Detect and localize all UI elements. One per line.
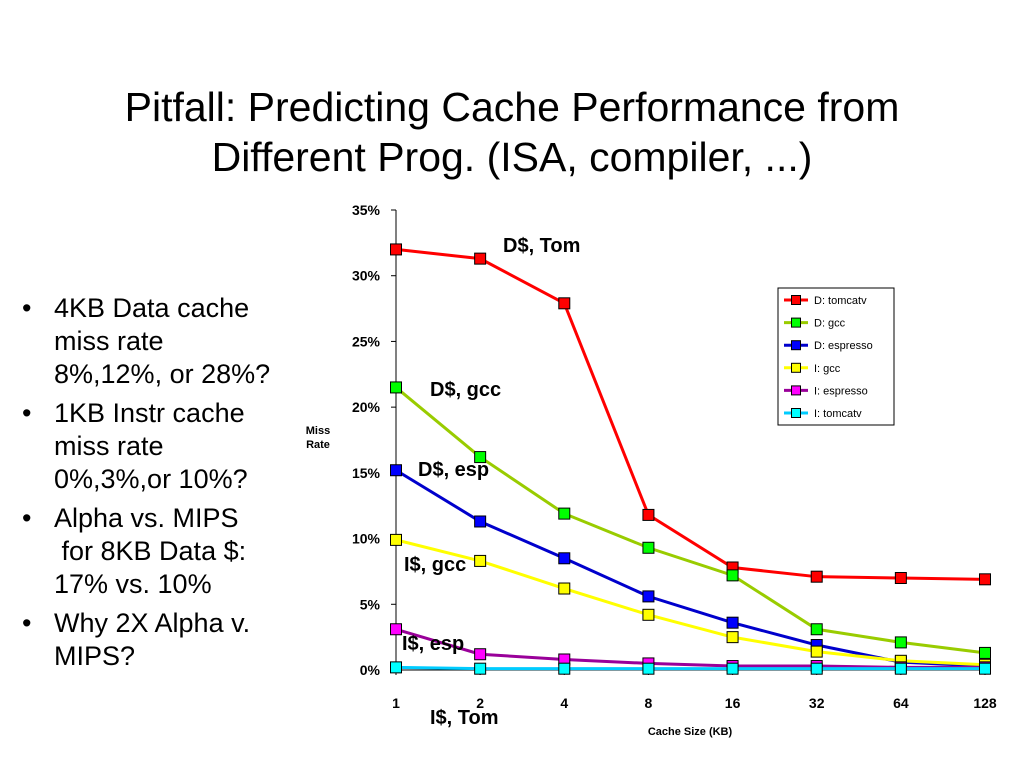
series-annotation: D$, gcc — [430, 379, 501, 401]
series-annotation: I$, esp — [402, 633, 464, 655]
data-point — [558, 662, 571, 675]
x-axis-title: Cache Size (KB) — [648, 726, 733, 738]
legend-entry: I: gcc — [814, 363, 841, 375]
data-point — [810, 623, 823, 636]
data-point — [474, 662, 487, 675]
data-point — [474, 515, 487, 528]
data-point — [474, 648, 487, 661]
y-tick-label: 35% — [352, 202, 381, 218]
bullet-line: MIPS? — [54, 641, 136, 671]
data-point — [390, 623, 402, 636]
y-tick-label: 5% — [360, 596, 381, 612]
y-tick-label: 25% — [352, 333, 381, 349]
bullet-item: 1KB Instr cache miss rate 0%,3%,or 10%? — [18, 397, 338, 496]
data-point — [726, 616, 739, 629]
series-annotation: D$, esp — [418, 459, 489, 481]
bullet-line: Why 2X Alpha v. — [54, 608, 251, 638]
bullet-item: Alpha vs. MIPS for 8KB Data $: 17% vs. 1… — [18, 502, 338, 601]
data-point — [642, 541, 655, 554]
bullet-item: 4KB Data cache miss rate 8%,12%, or 28%? — [18, 292, 338, 391]
y-tick-label: 10% — [352, 531, 381, 547]
legend-marker — [791, 295, 801, 305]
data-point — [810, 570, 823, 583]
data-point — [979, 662, 991, 675]
series-line — [395, 538, 986, 667]
bullet-line: 17% vs. 10% — [54, 569, 212, 599]
x-tick-label: 2 — [476, 695, 484, 711]
data-point — [474, 554, 487, 567]
y-tick-label: 20% — [352, 399, 381, 415]
series-line — [395, 386, 986, 655]
series-line — [395, 665, 985, 671]
data-point — [474, 451, 487, 464]
data-point — [894, 636, 907, 649]
x-tick-label: 1 — [392, 695, 400, 711]
data-point — [390, 381, 402, 394]
x-tick-label: 8 — [645, 695, 653, 711]
legend-entry: D: tomcatv — [814, 295, 867, 307]
slide-title: Pitfall: Predicting Cache Performance fr… — [40, 82, 984, 182]
data-point — [979, 573, 991, 586]
data-point — [558, 552, 571, 565]
x-tick-label: 16 — [725, 695, 741, 711]
bullet-line: for 8KB Data $: — [54, 536, 247, 566]
data-point — [810, 662, 823, 675]
legend-marker — [791, 385, 801, 396]
data-point — [558, 507, 571, 520]
y-tick-label: 30% — [352, 268, 381, 284]
data-point — [390, 464, 402, 477]
bullet-line: 0%,3%,or 10%? — [54, 464, 248, 494]
data-point — [558, 297, 571, 310]
legend-entry: D: gcc — [814, 318, 846, 330]
x-tick-label: 4 — [560, 695, 568, 711]
data-point — [642, 608, 655, 621]
bullet-line: 1KB Instr cache — [54, 398, 245, 428]
data-point — [726, 631, 739, 644]
bullet-line: Alpha vs. MIPS — [54, 503, 239, 533]
data-point — [726, 662, 739, 675]
legend-entry: D: espresso — [814, 340, 873, 352]
series-line — [395, 627, 985, 669]
x-tick-label: 32 — [809, 695, 825, 711]
data-point — [642, 662, 655, 675]
bullet-item: Why 2X Alpha v. MIPS? — [18, 607, 338, 673]
legend-entry: I: tomcatv — [814, 408, 862, 420]
y-tick-label: 0% — [360, 662, 381, 678]
y-axis-title: Rate — [306, 439, 330, 451]
slide-title-line-1: Pitfall: Predicting Cache Performance fr… — [124, 84, 900, 130]
data-point — [558, 582, 571, 595]
data-point — [390, 533, 402, 546]
data-point — [390, 243, 402, 256]
series-annotation: I$, Tom — [430, 707, 499, 729]
legend-box — [777, 287, 895, 426]
legend-marker — [791, 408, 801, 418]
series-annotation: D$, Tom — [503, 235, 580, 257]
y-axis-title: Miss — [306, 425, 330, 437]
bullet-line: 8%,12%, or 28%? — [54, 359, 271, 389]
bullet-line: miss rate — [54, 326, 164, 356]
data-point — [642, 508, 655, 521]
bullet-line: 4KB Data cache — [54, 293, 250, 323]
data-point — [894, 572, 907, 584]
legend-marker — [791, 317, 801, 328]
data-point — [390, 661, 402, 674]
data-point — [810, 645, 823, 658]
data-point — [894, 662, 907, 675]
legend-entry: I: espresso — [814, 385, 868, 397]
data-point — [474, 252, 487, 265]
x-tick-label: 64 — [893, 695, 909, 711]
legend-marker — [791, 362, 801, 373]
bullet-list: 4KB Data cache miss rate 8%,12%, or 28%?… — [18, 292, 338, 679]
x-tick-label: 128 — [973, 695, 997, 711]
data-point — [642, 590, 655, 603]
series-line — [395, 247, 986, 581]
legend-marker — [791, 340, 801, 351]
data-point — [726, 569, 739, 582]
slide-title-line-2: Different Prog. (ISA, compiler, ...) — [211, 134, 813, 180]
series-annotation: I$, gcc — [404, 554, 466, 576]
y-tick-label: 15% — [352, 465, 381, 481]
bullet-line: miss rate — [54, 431, 164, 461]
data-point — [979, 646, 991, 659]
